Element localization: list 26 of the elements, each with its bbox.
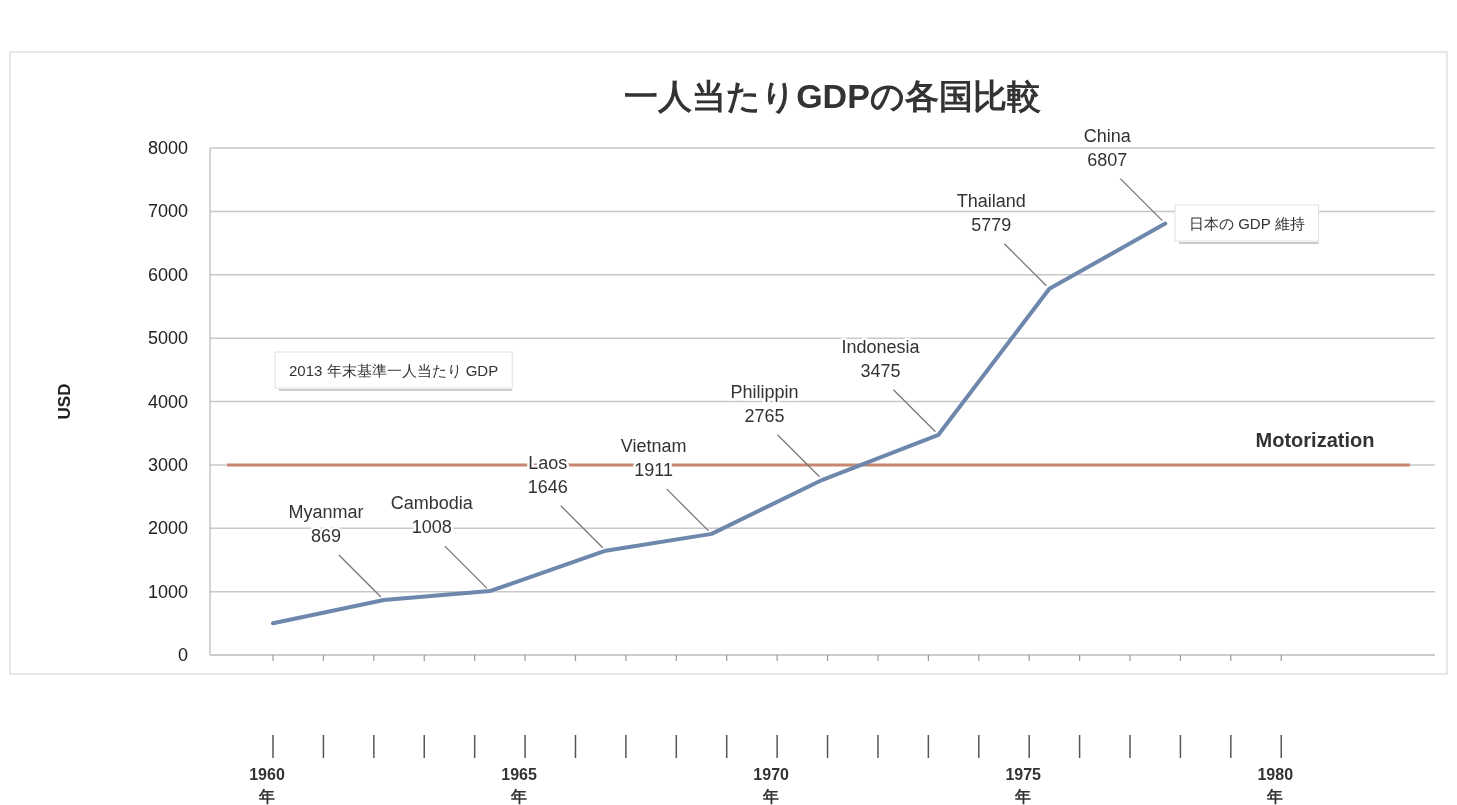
y-axis-title: USD [55, 383, 74, 420]
y-tick-label: 3000 [147, 454, 188, 475]
annotation: 日本の GDP 維持 [1189, 215, 1305, 232]
y-tick-label: 4000 [147, 391, 188, 412]
x-tick-label: 1960 年 [249, 766, 285, 805]
y-tick-label: 2000 [147, 518, 188, 539]
y-tick-label: 1000 [147, 581, 188, 602]
x-tick-label: 1980 年 [1257, 766, 1294, 805]
x-tick-label: 1965 年 [501, 766, 537, 805]
y-tick-label: 6000 [147, 264, 188, 285]
annotation: Thailand 5779 [956, 190, 1026, 235]
y-tick-label: 8000 [147, 138, 188, 158]
x-tick-label: 1975 年 [1005, 766, 1042, 805]
x-tick-label: 1970 年 [753, 766, 790, 805]
annotation: Myanmar 869 [288, 501, 364, 546]
ref-line-label: Motorization [1255, 428, 1375, 451]
annotation: China 6807 [1083, 125, 1132, 170]
annotation: 2013 年末基準一人当たり GDP [289, 362, 499, 379]
chart-title: 一人当たりGDPの各国比較 [624, 77, 1041, 115]
annotation: Philippin 2765 [730, 381, 799, 426]
y-tick-label: 0 [177, 645, 188, 665]
annotation: Cambodia 1008 [390, 493, 474, 538]
annotation: Indonesia 3475 [841, 336, 921, 381]
y-tick-label: 5000 [147, 328, 188, 349]
y-tick-label: 7000 [147, 201, 188, 222]
annotation: Vietnam 1911 [620, 435, 687, 480]
